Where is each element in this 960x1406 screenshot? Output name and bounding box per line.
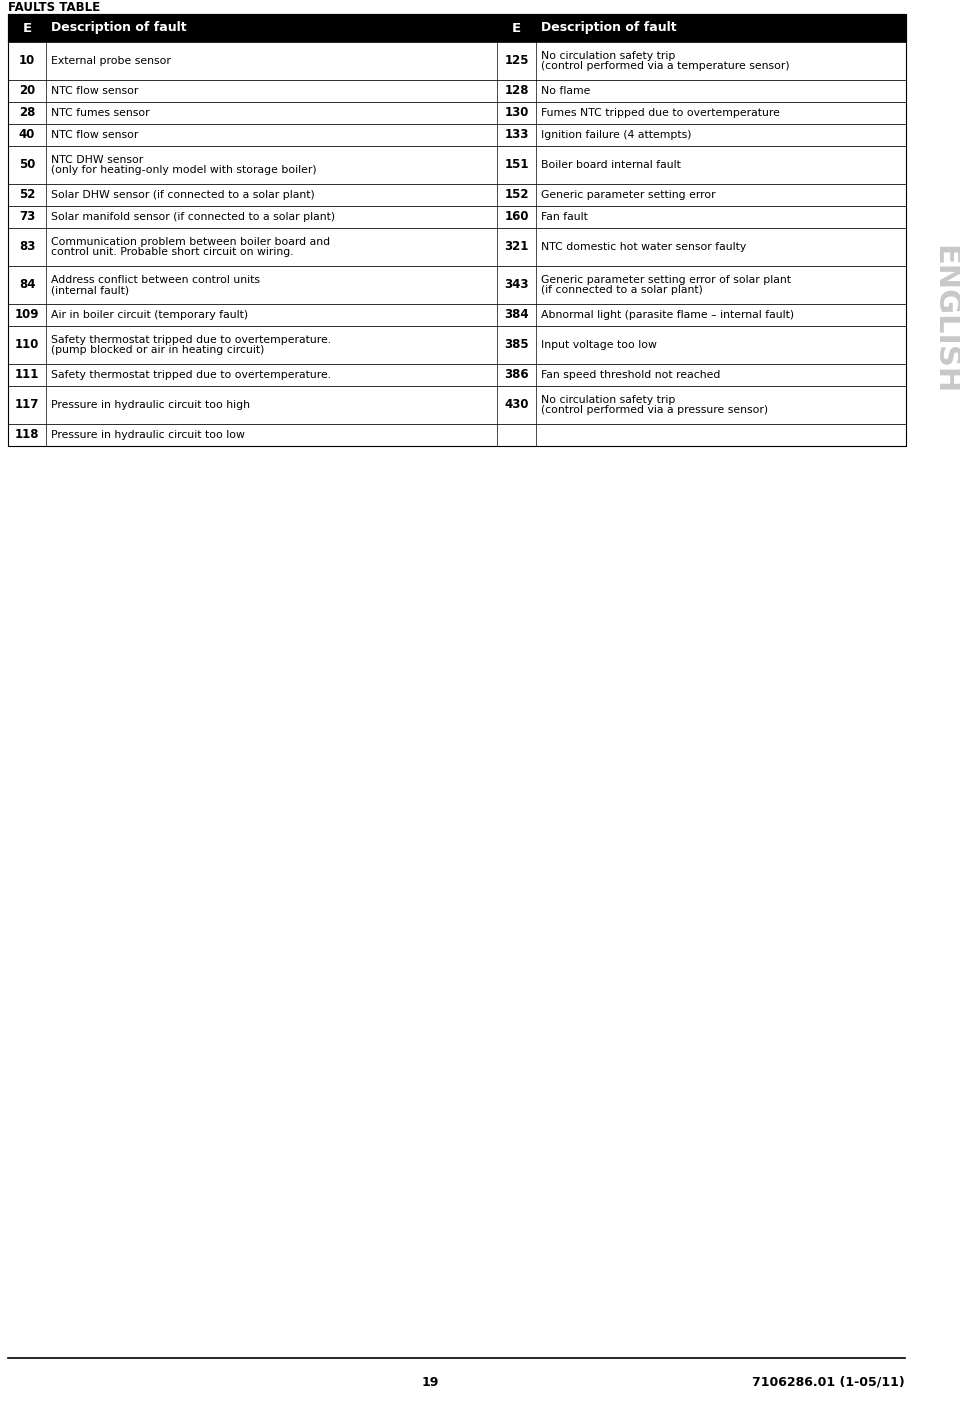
- Text: NTC fumes sensor: NTC fumes sensor: [51, 108, 150, 118]
- Text: 20: 20: [19, 84, 36, 97]
- Text: (internal fault): (internal fault): [51, 285, 130, 295]
- Text: 128: 128: [504, 84, 529, 97]
- Text: 125: 125: [504, 55, 529, 67]
- Text: FAULTS TABLE: FAULTS TABLE: [8, 1, 100, 14]
- Text: 111: 111: [14, 368, 39, 381]
- Bar: [8, 387, 906, 425]
- Text: No circulation safety trip: No circulation safety trip: [541, 51, 676, 60]
- Text: 384: 384: [504, 308, 529, 322]
- Text: (control performed via a pressure sensor): (control performed via a pressure sensor…: [541, 405, 768, 415]
- Text: Safety thermostat tripped due to overtemperature.: Safety thermostat tripped due to overtem…: [51, 335, 331, 344]
- Text: Boiler board internal fault: Boiler board internal fault: [541, 160, 681, 170]
- Bar: [8, 42, 906, 80]
- Text: 83: 83: [19, 240, 36, 253]
- Text: Ignition failure (4 attempts): Ignition failure (4 attempts): [541, 129, 691, 141]
- Bar: [8, 207, 906, 228]
- Bar: [8, 103, 906, 124]
- Bar: [509, 20, 524, 37]
- Text: Description of fault: Description of fault: [51, 21, 186, 35]
- Bar: [8, 184, 906, 207]
- Text: Generic parameter setting error: Generic parameter setting error: [541, 190, 715, 200]
- Text: 160: 160: [504, 211, 529, 224]
- Text: External probe sensor: External probe sensor: [51, 56, 171, 66]
- Text: 151: 151: [504, 159, 529, 172]
- Text: 386: 386: [504, 368, 529, 381]
- Text: Solar DHW sensor (if connected to a solar plant): Solar DHW sensor (if connected to a sola…: [51, 190, 315, 200]
- Text: Pressure in hydraulic circuit too low: Pressure in hydraulic circuit too low: [51, 430, 245, 440]
- Text: 84: 84: [19, 278, 36, 291]
- Text: Safety thermostat tripped due to overtemperature.: Safety thermostat tripped due to overtem…: [51, 370, 331, 380]
- Text: Solar manifold sensor (if connected to a solar plant): Solar manifold sensor (if connected to a…: [51, 212, 335, 222]
- Text: Abnormal light (parasite flame – internal fault): Abnormal light (parasite flame – interna…: [541, 309, 794, 321]
- Bar: [8, 304, 906, 326]
- Text: E: E: [512, 21, 521, 35]
- Text: NTC domestic hot water sensor faulty: NTC domestic hot water sensor faulty: [541, 242, 746, 252]
- Text: Fumes NTC tripped due to overtemperature: Fumes NTC tripped due to overtemperature: [541, 108, 780, 118]
- Text: 50: 50: [19, 159, 36, 172]
- Text: control unit. Probable short circuit on wiring.: control unit. Probable short circuit on …: [51, 247, 294, 257]
- Text: Communication problem between boiler board and: Communication problem between boiler boa…: [51, 236, 330, 246]
- Text: 110: 110: [14, 339, 39, 352]
- Bar: [8, 425, 906, 446]
- Text: 19: 19: [421, 1375, 439, 1389]
- Text: 28: 28: [19, 107, 36, 120]
- Text: Pressure in hydraulic circuit too high: Pressure in hydraulic circuit too high: [51, 399, 250, 411]
- Text: No circulation safety trip: No circulation safety trip: [541, 395, 676, 405]
- Text: ENGLISH: ENGLISH: [930, 246, 959, 395]
- Text: 7106286.01 (1-05/11): 7106286.01 (1-05/11): [753, 1375, 905, 1389]
- Text: 109: 109: [14, 308, 39, 322]
- Text: Air in boiler circuit (temporary fault): Air in boiler circuit (temporary fault): [51, 309, 248, 321]
- Text: 152: 152: [504, 188, 529, 201]
- Text: 321: 321: [504, 240, 529, 253]
- Text: NTC flow sensor: NTC flow sensor: [51, 129, 138, 141]
- Bar: [8, 326, 906, 364]
- Text: 385: 385: [504, 339, 529, 352]
- Bar: [19, 20, 35, 37]
- Bar: [8, 146, 906, 184]
- Bar: [8, 124, 906, 146]
- Text: 73: 73: [19, 211, 36, 224]
- Text: (only for heating-only model with storage boiler): (only for heating-only model with storag…: [51, 166, 317, 176]
- Bar: [8, 364, 906, 387]
- Bar: [8, 14, 906, 42]
- Text: 118: 118: [14, 429, 39, 441]
- Text: (if connected to a solar plant): (if connected to a solar plant): [541, 285, 703, 295]
- Text: (pump blocked or air in heating circuit): (pump blocked or air in heating circuit): [51, 346, 264, 356]
- Text: (control performed via a temperature sensor): (control performed via a temperature sen…: [541, 62, 790, 72]
- Text: 133: 133: [504, 128, 529, 142]
- Text: Fan fault: Fan fault: [541, 212, 588, 222]
- Text: No flame: No flame: [541, 86, 590, 96]
- Text: 52: 52: [19, 188, 36, 201]
- Text: Address conflict between control units: Address conflict between control units: [51, 274, 260, 285]
- Text: Generic parameter setting error of solar plant: Generic parameter setting error of solar…: [541, 274, 791, 285]
- Bar: [8, 14, 906, 446]
- Text: 40: 40: [19, 128, 36, 142]
- Bar: [8, 266, 906, 304]
- Text: Description of fault: Description of fault: [541, 21, 677, 35]
- Text: 343: 343: [504, 278, 529, 291]
- Text: 430: 430: [504, 398, 529, 412]
- Text: NTC DHW sensor: NTC DHW sensor: [51, 155, 143, 165]
- Text: E: E: [22, 21, 32, 35]
- Bar: [8, 228, 906, 266]
- Text: NTC flow sensor: NTC flow sensor: [51, 86, 138, 96]
- Text: 130: 130: [504, 107, 529, 120]
- Text: Input voltage too low: Input voltage too low: [541, 340, 657, 350]
- Text: Fan speed threshold not reached: Fan speed threshold not reached: [541, 370, 720, 380]
- Text: 117: 117: [14, 398, 39, 412]
- Bar: [8, 80, 906, 103]
- Text: 10: 10: [19, 55, 36, 67]
